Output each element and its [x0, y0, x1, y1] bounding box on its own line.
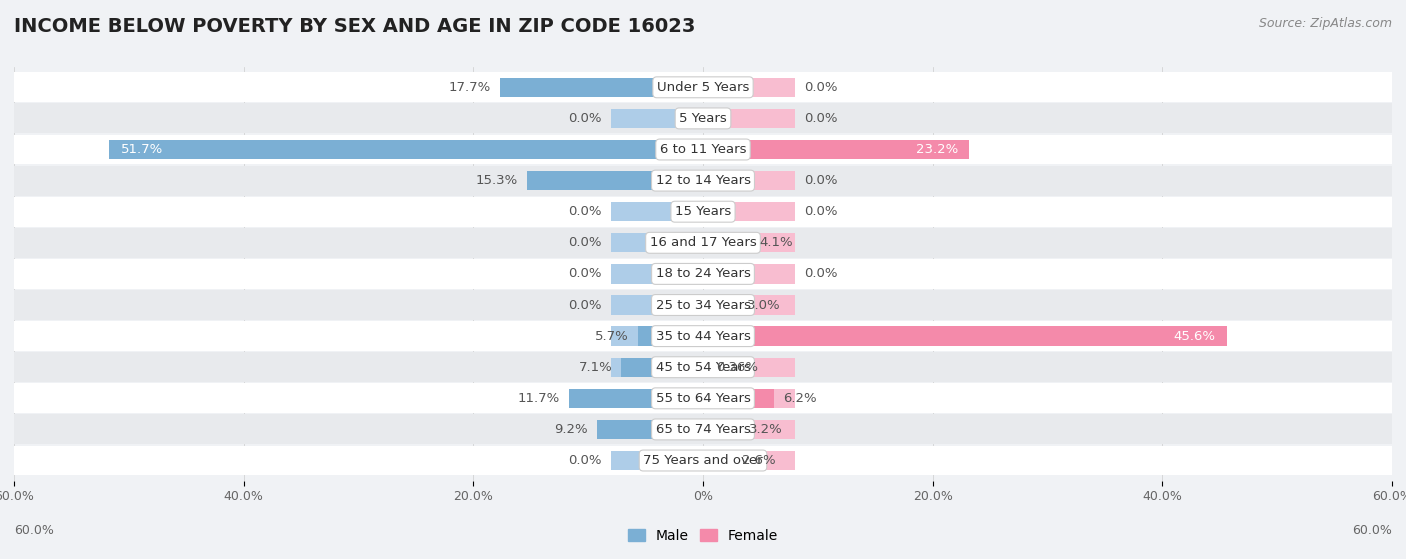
FancyBboxPatch shape — [14, 197, 1392, 226]
Text: Source: ZipAtlas.com: Source: ZipAtlas.com — [1258, 17, 1392, 30]
Text: 11.7%: 11.7% — [517, 392, 560, 405]
Bar — [612, 78, 703, 97]
Text: 60.0%: 60.0% — [1353, 524, 1392, 537]
Bar — [637, 326, 703, 346]
Bar — [703, 420, 794, 439]
FancyBboxPatch shape — [14, 165, 1392, 196]
Text: 0.0%: 0.0% — [804, 174, 838, 187]
Text: 75 Years and over: 75 Years and over — [643, 454, 763, 467]
Text: 9.2%: 9.2% — [554, 423, 588, 436]
Bar — [612, 389, 703, 408]
Bar — [703, 171, 794, 190]
FancyBboxPatch shape — [14, 103, 1392, 134]
Text: 7.1%: 7.1% — [578, 361, 612, 374]
Bar — [612, 295, 703, 315]
Text: 45.6%: 45.6% — [1173, 330, 1215, 343]
Bar — [703, 202, 794, 221]
Text: 0.0%: 0.0% — [568, 112, 602, 125]
Text: 0.0%: 0.0% — [804, 267, 838, 281]
Bar — [612, 202, 703, 221]
Bar — [612, 420, 703, 439]
Text: 51.7%: 51.7% — [121, 143, 163, 156]
Text: 12 to 14 Years: 12 to 14 Years — [655, 174, 751, 187]
FancyBboxPatch shape — [14, 259, 1392, 289]
FancyBboxPatch shape — [14, 135, 1392, 164]
Bar — [612, 109, 703, 128]
Text: 6.2%: 6.2% — [783, 392, 817, 405]
Text: 0.0%: 0.0% — [568, 236, 602, 249]
Bar — [703, 233, 794, 253]
Text: 2.6%: 2.6% — [742, 454, 776, 467]
Legend: Male, Female: Male, Female — [623, 523, 783, 548]
Bar — [110, 140, 703, 159]
Bar — [568, 389, 703, 408]
Bar — [499, 78, 703, 97]
Text: 18 to 24 Years: 18 to 24 Years — [655, 267, 751, 281]
Bar — [612, 326, 703, 346]
Text: 3.2%: 3.2% — [749, 423, 783, 436]
Bar — [703, 295, 794, 315]
Text: 0.36%: 0.36% — [716, 361, 758, 374]
Bar — [598, 420, 703, 439]
Bar — [527, 171, 703, 190]
Text: 0.0%: 0.0% — [568, 299, 602, 311]
Bar — [703, 78, 794, 97]
Bar — [703, 295, 738, 315]
FancyBboxPatch shape — [14, 290, 1392, 320]
Bar — [703, 389, 794, 408]
Text: 0.0%: 0.0% — [804, 205, 838, 218]
Text: 35 to 44 Years: 35 to 44 Years — [655, 330, 751, 343]
Bar — [703, 389, 775, 408]
Bar — [703, 140, 969, 159]
Bar — [612, 171, 703, 190]
FancyBboxPatch shape — [14, 446, 1392, 476]
Bar — [703, 326, 1226, 346]
FancyBboxPatch shape — [14, 352, 1392, 382]
FancyBboxPatch shape — [14, 383, 1392, 413]
Bar — [703, 420, 740, 439]
Bar — [612, 451, 703, 470]
Text: 15.3%: 15.3% — [475, 174, 519, 187]
Bar — [703, 233, 749, 253]
Bar — [703, 109, 794, 128]
Text: 5 Years: 5 Years — [679, 112, 727, 125]
Bar — [621, 358, 703, 377]
Text: 3.0%: 3.0% — [747, 299, 780, 311]
Text: 16 and 17 Years: 16 and 17 Years — [650, 236, 756, 249]
Text: 23.2%: 23.2% — [915, 143, 957, 156]
Text: 60.0%: 60.0% — [14, 524, 53, 537]
Text: 25 to 34 Years: 25 to 34 Years — [655, 299, 751, 311]
Text: 65 to 74 Years: 65 to 74 Years — [655, 423, 751, 436]
Text: 55 to 64 Years: 55 to 64 Years — [655, 392, 751, 405]
Text: Under 5 Years: Under 5 Years — [657, 81, 749, 94]
Text: 45 to 54 Years: 45 to 54 Years — [655, 361, 751, 374]
Text: INCOME BELOW POVERTY BY SEX AND AGE IN ZIP CODE 16023: INCOME BELOW POVERTY BY SEX AND AGE IN Z… — [14, 17, 696, 36]
FancyBboxPatch shape — [14, 321, 1392, 351]
FancyBboxPatch shape — [14, 228, 1392, 258]
Bar — [703, 451, 733, 470]
Bar — [703, 451, 794, 470]
FancyBboxPatch shape — [14, 414, 1392, 444]
Text: 5.7%: 5.7% — [595, 330, 628, 343]
Text: 4.1%: 4.1% — [759, 236, 793, 249]
Text: 0.0%: 0.0% — [568, 454, 602, 467]
Text: 17.7%: 17.7% — [449, 81, 491, 94]
Text: 0.0%: 0.0% — [568, 267, 602, 281]
Bar — [703, 264, 794, 283]
Bar — [612, 140, 703, 159]
Bar — [612, 358, 703, 377]
Bar — [703, 358, 794, 377]
Bar — [703, 358, 707, 377]
FancyBboxPatch shape — [14, 72, 1392, 102]
Text: 15 Years: 15 Years — [675, 205, 731, 218]
Text: 0.0%: 0.0% — [804, 112, 838, 125]
Text: 0.0%: 0.0% — [804, 81, 838, 94]
Text: 6 to 11 Years: 6 to 11 Years — [659, 143, 747, 156]
Text: 0.0%: 0.0% — [568, 205, 602, 218]
Bar — [703, 140, 794, 159]
Bar — [703, 326, 794, 346]
Bar — [612, 264, 703, 283]
Bar — [612, 233, 703, 253]
